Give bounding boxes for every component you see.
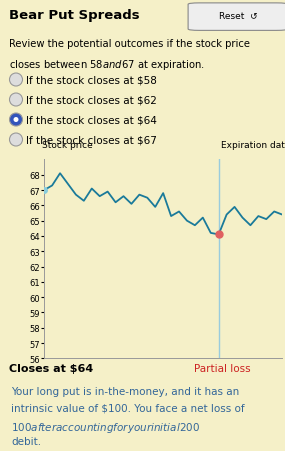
Text: Your long put is in-the-money, and it has an: Your long put is in-the-money, and it ha…	[11, 386, 240, 396]
Text: Reset  ↺: Reset ↺	[219, 12, 257, 21]
Text: debit.: debit.	[11, 436, 42, 446]
Text: closes between $58 and $67 at expiration.: closes between $58 and $67 at expiration…	[9, 58, 205, 72]
Text: Review the potential outcomes if the stock price: Review the potential outcomes if the sto…	[9, 39, 250, 49]
Ellipse shape	[9, 114, 23, 127]
Text: $100 after accounting for your initial $200: $100 after accounting for your initial $…	[11, 420, 200, 434]
FancyBboxPatch shape	[188, 4, 285, 31]
Ellipse shape	[9, 74, 23, 87]
Text: If the stock closes at $67: If the stock closes at $67	[26, 135, 157, 145]
Text: Closes at $64: Closes at $64	[9, 363, 93, 373]
Ellipse shape	[13, 118, 19, 123]
Ellipse shape	[9, 94, 23, 107]
Ellipse shape	[9, 133, 23, 147]
Text: Partial loss: Partial loss	[194, 363, 251, 373]
Text: intrinsic value of $100. You face a net loss of: intrinsic value of $100. You face a net …	[11, 403, 245, 413]
Text: Stock price: Stock price	[42, 140, 93, 149]
Text: Bear Put Spreads: Bear Put Spreads	[9, 9, 139, 22]
Text: Expiration date: Expiration date	[221, 140, 285, 149]
Text: If the stock closes at $58: If the stock closes at $58	[26, 75, 157, 85]
Text: If the stock closes at $64: If the stock closes at $64	[26, 115, 157, 125]
Text: If the stock closes at $62: If the stock closes at $62	[26, 95, 157, 105]
